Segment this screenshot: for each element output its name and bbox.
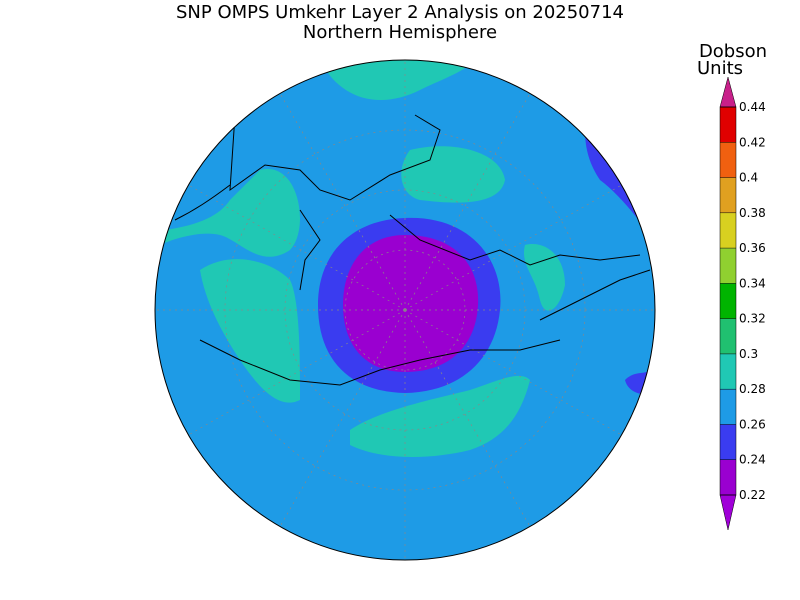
coastline xyxy=(199,339,561,386)
longitude-line xyxy=(404,309,536,536)
colorbar-segment xyxy=(720,424,736,460)
colorbar-segment xyxy=(720,248,736,284)
longitude-line xyxy=(404,179,631,311)
longitude-line xyxy=(274,84,406,311)
longitude-line xyxy=(179,309,406,441)
colorbar-tick-label: 0.44 xyxy=(739,100,766,114)
colorbar-tick-label: 0.32 xyxy=(739,312,766,326)
coastline xyxy=(389,214,641,266)
graticule xyxy=(155,60,655,560)
colorbar: Dobson Units 0.22 0.24 0.26 0.28 0.3 0.32 0.34… xyxy=(697,41,767,531)
colorbar-tick-label: 0.28 xyxy=(739,382,766,396)
colorbar-segment xyxy=(720,212,736,249)
contour-region xyxy=(343,235,479,372)
longitude-line xyxy=(404,84,536,311)
colorbar-tick-label: 0.38 xyxy=(739,206,766,220)
colorbar-segment xyxy=(720,107,736,143)
colorbar-tick-label: 0.26 xyxy=(739,417,766,431)
colorbar-segment xyxy=(720,318,736,354)
colorbar-segment xyxy=(720,459,736,495)
colorbar-tick-label: 0.24 xyxy=(739,453,766,467)
contour-region xyxy=(200,259,300,403)
colorbar-tick-label: 0.42 xyxy=(739,135,766,149)
colorbar-segment xyxy=(720,389,736,425)
coastline xyxy=(539,269,651,321)
colorbar-tick-label: 0.22 xyxy=(739,488,766,502)
colorbar-tick-label: 0.3 xyxy=(739,347,758,361)
contour-region xyxy=(523,244,565,311)
colorbar-label: Dobson xyxy=(699,41,767,62)
colorbar-segment xyxy=(720,142,736,178)
colorbar-under xyxy=(719,494,737,531)
map-border xyxy=(154,59,656,561)
colorbar-tick-label: 0.34 xyxy=(739,276,766,290)
coastline xyxy=(299,209,321,291)
subtitle: Northern Hemisphere xyxy=(303,22,497,43)
colorbar-tick-label: 0.4 xyxy=(739,171,758,185)
contour-region xyxy=(160,169,300,257)
coastline xyxy=(174,184,231,221)
colorbar-label: Units xyxy=(697,58,743,79)
map xyxy=(155,60,655,560)
colorbar-segment xyxy=(720,353,736,390)
longitude-line xyxy=(274,309,406,536)
title: SNP OMPS Umkehr Layer 2 Analysis on 2025… xyxy=(176,2,624,23)
contour-region xyxy=(350,375,530,457)
colorbar-segment xyxy=(720,177,736,213)
coastlines xyxy=(174,114,651,386)
longitude-line xyxy=(179,179,406,311)
colorbar-over xyxy=(719,76,737,108)
coastline xyxy=(229,114,441,201)
contour-region xyxy=(320,60,480,100)
longitude-line xyxy=(404,309,631,441)
contour-region xyxy=(401,146,505,203)
colorbar-segment xyxy=(720,283,736,319)
colorbar-tick-label: 0.36 xyxy=(739,241,766,255)
